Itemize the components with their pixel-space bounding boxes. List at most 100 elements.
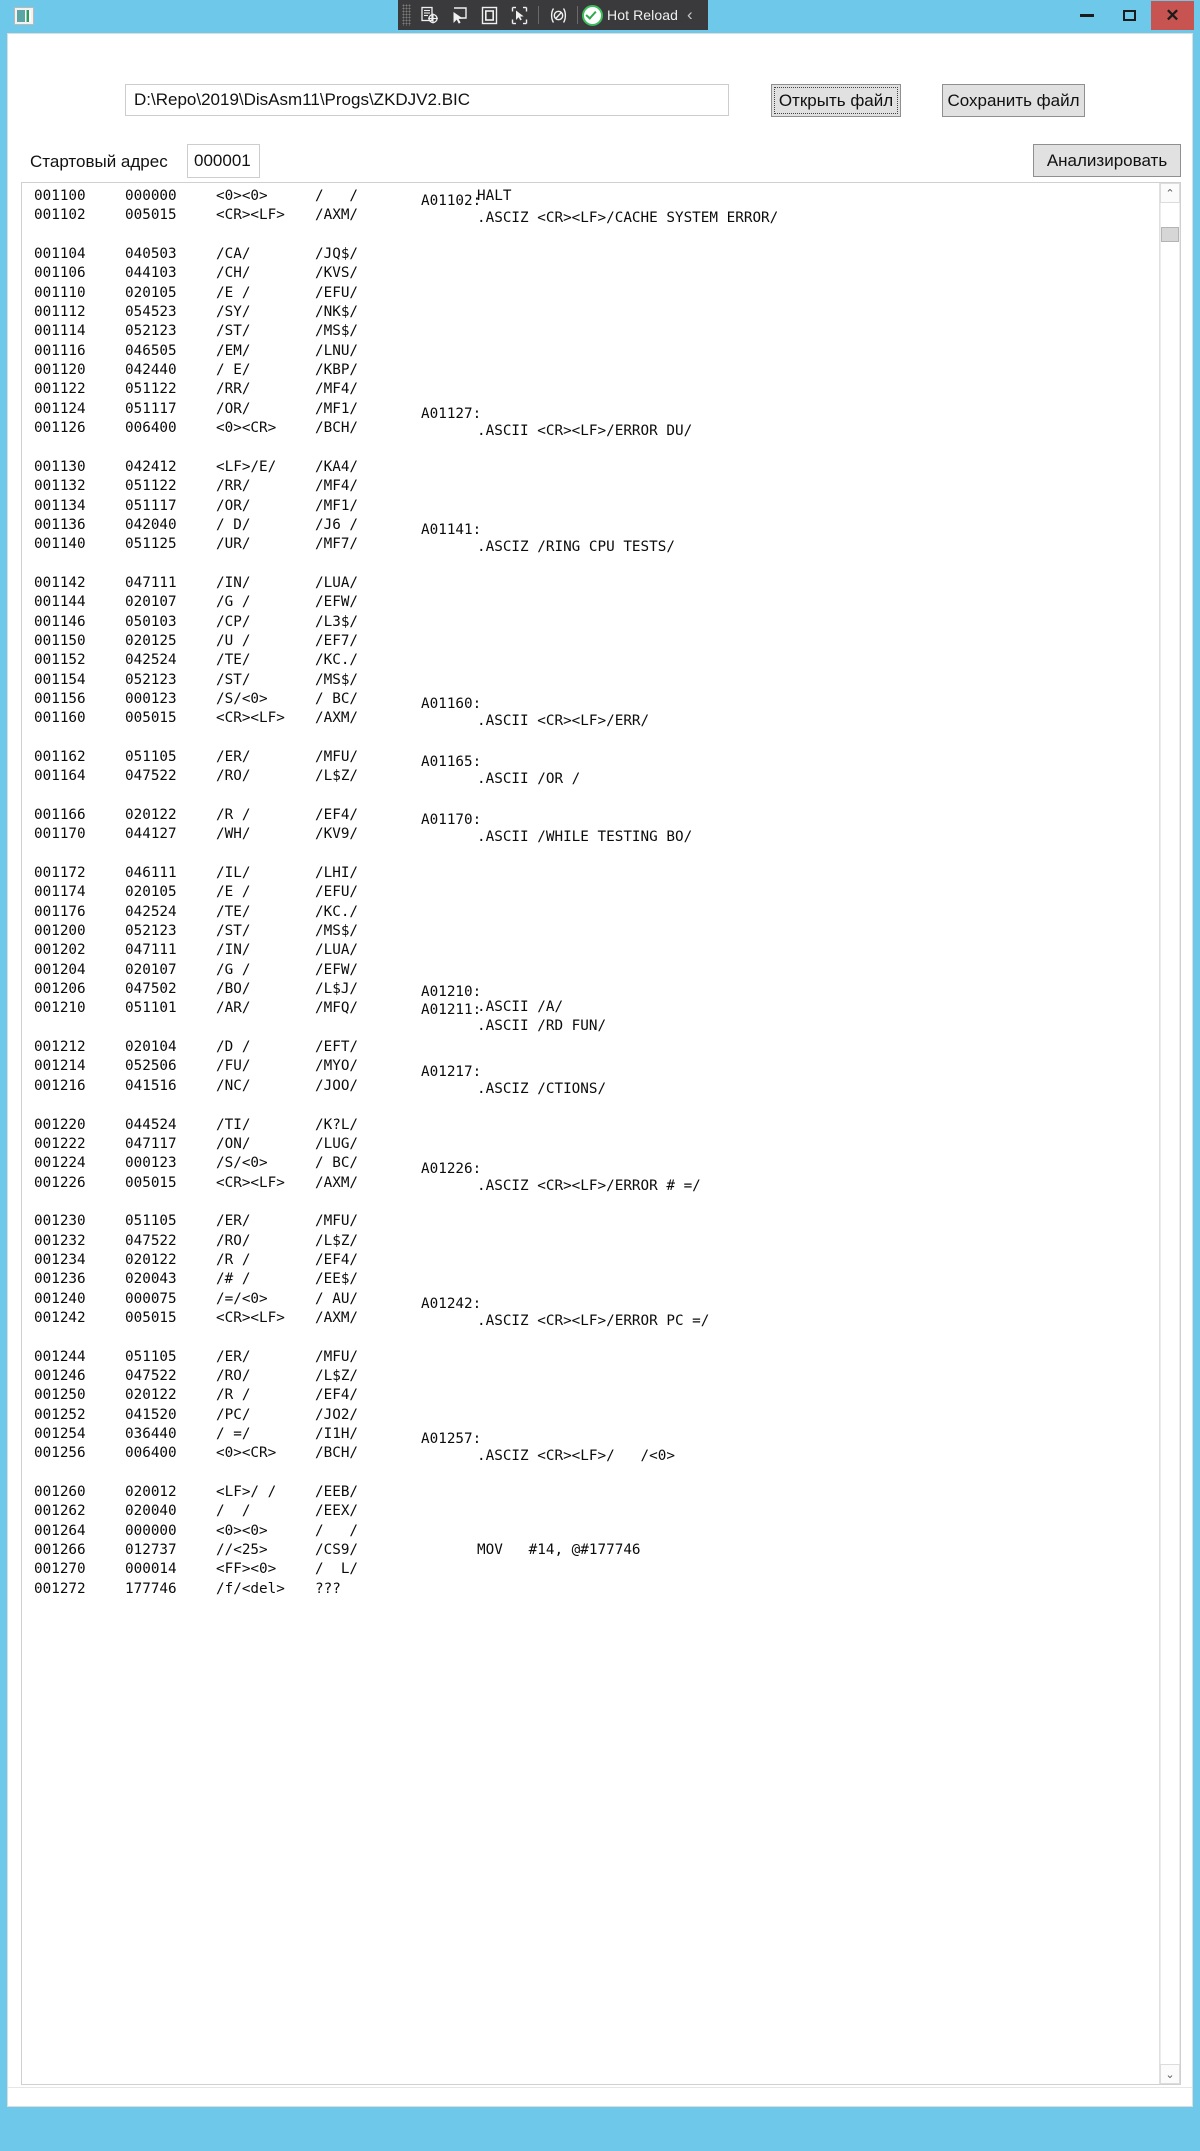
listing-address: 001124 [34,400,86,417]
maximize-button[interactable] [1108,1,1151,30]
go-to-live-visual-tree-icon[interactable] [414,1,444,29]
listing-row[interactable]: 001230 051105/ER/ /MFU/ [22,1212,1158,1231]
listing-row[interactable]: 001266 012737 //<25> /CS9/MOV #14, @#177746 [22,1541,1158,1560]
listing-row[interactable]: 001222 047117/ON/ /LUG/ [22,1135,1158,1154]
listing-row[interactable]: 001124 051117/OR/ /MF1/ [22,400,1158,419]
listing-address: 001262 [34,1503,86,1520]
listing-address: 001226 [34,1174,86,1191]
listing-row[interactable]: 001262 020040 / / /EEX/ [22,1502,1158,1521]
listing-row[interactable]: 001136 042040 / D/ /J6 / [22,516,1158,535]
listing-row[interactable]: 001210 051101/AR/ /MFQ/A01210: .ASCII /A/A0… [22,984,1158,1038]
toolbar-drag-handle[interactable] [402,4,411,26]
listing-row[interactable]: 001104 040503/CA/ /JQ$/ [22,245,1158,264]
listing-row[interactable]: 001106 044103/CH/ /KVS/ [22,264,1158,283]
listing-row[interactable]: 001232 047522/RO/ /L$Z/ [22,1232,1158,1251]
minimize-button[interactable] [1065,1,1108,30]
listing-row[interactable]: 001236 020043 /# / /EE$/ [22,1270,1158,1289]
listing-row[interactable]: 001240 000075 /=/<0> / AU/ [22,1290,1158,1309]
vertical-scrollbar[interactable]: ⌃ ⌄ [1159,183,1180,2084]
close-button[interactable]: ✕ [1151,1,1194,30]
listing-row[interactable]: 001220 044524/TI/ /K?L/ [22,1116,1158,1135]
listing-row[interactable]: 001166 020122/R / /EF4/ [22,806,1158,825]
listing-octal-word: 054523 [125,304,177,321]
listing-row[interactable]: 001146 050103/CP/ /L3$/ [22,613,1158,632]
listing-row[interactable]: 001112 054523/SY/ /NK$/ [22,303,1158,322]
listing-row[interactable]: 001204 020107/G / /EFW/ [22,961,1158,980]
listing-directive: .ASCII /OR / [477,771,581,788]
listing-row[interactable]: 001162 051105/ER/ /MFU/ [22,748,1158,767]
track-focused-element-icon[interactable] [504,1,534,29]
listing-row[interactable]: 001102 005015 <CR><LF> /AXM/A01102: .ASCIZ <… [22,193,1158,245]
listing-row[interactable]: 001200 052123/ST/ /MS$/ [22,922,1158,941]
save-file-button[interactable]: Сохранить файл [942,84,1085,117]
listing-row[interactable]: 001114 052123/ST/ /MS$/ [22,322,1158,341]
listing-row[interactable]: 001160 005015 <CR><LF> /AXM/A01160: .ASCII <… [22,696,1158,748]
analyze-button[interactable]: Анализировать [1033,144,1181,177]
listing-row[interactable]: 001100 000000 <0><0> / / HALT [22,187,1158,206]
listing-row[interactable]: 001202 047111/IN/ /LUA/ [22,941,1158,960]
listing-row[interactable]: 001120 042440 / E/ /KBP/ [22,361,1158,380]
listing-radix50: /EEX/ [315,1503,359,1520]
chevron-left-icon[interactable]: ‹ [687,5,693,24]
scrollbar-track[interactable] [1160,203,1180,2064]
listing-row[interactable]: 001144 020107/G / /EFW/ [22,593,1158,612]
listing-row[interactable]: 001250 020122/R / /EF4/ [22,1386,1158,1405]
listing-symbol-label: A01217: [421,1063,482,1080]
listing-row[interactable]: 001272 177746/f/<del>??? [22,1580,1158,1599]
listing-row[interactable]: 001130 042412 <LF>/E/ /KA4/ [22,458,1158,477]
listing-row[interactable]: 001206 047502/BO/ /L$J/ [22,980,1158,999]
listing-row[interactable]: 001246 047522/RO/ /L$Z/ [22,1367,1158,1386]
listing-row[interactable]: 001156 000123/S/<0> / BC/ [22,690,1158,709]
listing-row[interactable]: 001110 020105/E / /EFU/ [22,284,1158,303]
listing-row[interactable]: 001142 047111/IN/ /LUA/ [22,574,1158,593]
listing-row[interactable]: 001252 041520/PC/ /JO2/ [22,1406,1158,1425]
toggle-xaml-hot-reload-icon[interactable] [543,1,573,29]
listing-address: 001212 [34,1039,86,1056]
listing-row[interactable]: 001224 000123/S/<0> / BC/ [22,1154,1158,1173]
listing-row[interactable]: 001116 046505/EM/ /LNU/ [22,342,1158,361]
scrollbar-thumb[interactable] [1161,227,1179,242]
listing-address: 001130 [34,458,86,475]
listing-row[interactable]: 001164 047522/RO/ /L$Z/A01165: .ASCII /OR / [22,754,1158,806]
listing-row[interactable]: 001152 042524/TE/ /KC./ [22,651,1158,670]
file-path-input[interactable]: D:\Repo\2019\DisAsm11\Progs\ZKDJV2.BIC [125,84,729,116]
listing-row[interactable]: 001244 051105/ER/ /MFU/ [22,1348,1158,1367]
listing-row[interactable]: 001226 005015 <CR><LF> /AXM/A01226: .ASCIZ <… [22,1161,1158,1213]
listing-row[interactable]: 001170 044127/WH/ /KV9/A01170: .ASCII /WHIL… [22,812,1158,864]
listing-row[interactable]: 001256 006400 <0><CR> /BCH/A01257: .ASCIZ <C… [22,1431,1158,1483]
scroll-down-button[interactable]: ⌄ [1160,2064,1180,2084]
display-layout-adorner-icon[interactable] [474,1,504,29]
listing-radix50: /AXM/ [315,1309,359,1326]
listing-row[interactable]: 001154 052123/ST/ /MS$/ [22,671,1158,690]
listing-row[interactable]: 001126 006400 <0><CR> /BCH/A01127: .ASCII <C… [22,406,1158,458]
listing-row[interactable]: 001176 042524/TE/ /KC./ [22,903,1158,922]
listing-row[interactable]: 001172 046111/IL/ /LHI/ [22,864,1158,883]
listing-row[interactable]: 001212 020104/D / /EFT/ [22,1038,1158,1057]
listing-row[interactable]: 001132 051122/RR/ /MF4/ [22,477,1158,496]
listing-row[interactable]: 001216 041516/NC/ /JOO/A01217: .ASCIZ /CTIO… [22,1064,1158,1116]
listing-row[interactable]: 001134 051117/OR/ /MF1/ [22,497,1158,516]
listing-row[interactable]: 001214 052506/FU/ /MYO/ [22,1057,1158,1076]
listing-row[interactable]: 001260 020012 <LF>/ / /EEB/ [22,1483,1158,1502]
listing-row[interactable]: 001242 005015 <CR><LF> /AXM/A01242: .ASCIZ <… [22,1296,1158,1348]
listing-row[interactable]: 001254 036440 / =/ /I1H/ [22,1425,1158,1444]
scroll-up-button[interactable]: ⌃ [1160,183,1180,203]
visual-studio-hot-reload-toolbar[interactable]: Hot Reload ‹ [398,0,708,30]
listing-row[interactable]: 001234 020122/R / /EF4/ [22,1251,1158,1270]
listing-octal-word: 005015 [125,1309,177,1326]
listing-row[interactable]: 001264 000000 <0><0> / / [22,1522,1158,1541]
select-element-icon[interactable] [444,1,474,29]
listing-ascii: //<25> [216,1542,268,1559]
start-address-input[interactable]: 000001 [187,144,260,178]
listing-row[interactable]: 001174 020105/E / /EFU/ [22,883,1158,902]
disassembly-listing[interactable]: 001100 000000 <0><0> / / HALT 001102 005015 <CR… [22,183,1158,2084]
open-file-button[interactable]: Открыть файл [771,84,901,117]
listing-address: 001132 [34,478,86,495]
hot-reload-label[interactable]: Hot Reload [607,7,679,23]
listing-row[interactable]: 001270 000014 <FF><0> / L/ [22,1560,1158,1579]
listing-radix50: /MFQ/ [315,1000,359,1017]
listing-row[interactable]: 001122 051122/RR/ /MF4/ [22,380,1158,399]
listing-row[interactable]: 001150 020125/U / /EF7/ [22,632,1158,651]
listing-row[interactable]: 001140 051125/UR/ /MF7/A01141: .ASCIZ /RING… [22,522,1158,574]
listing-ascii: <0><0> [216,1522,268,1539]
